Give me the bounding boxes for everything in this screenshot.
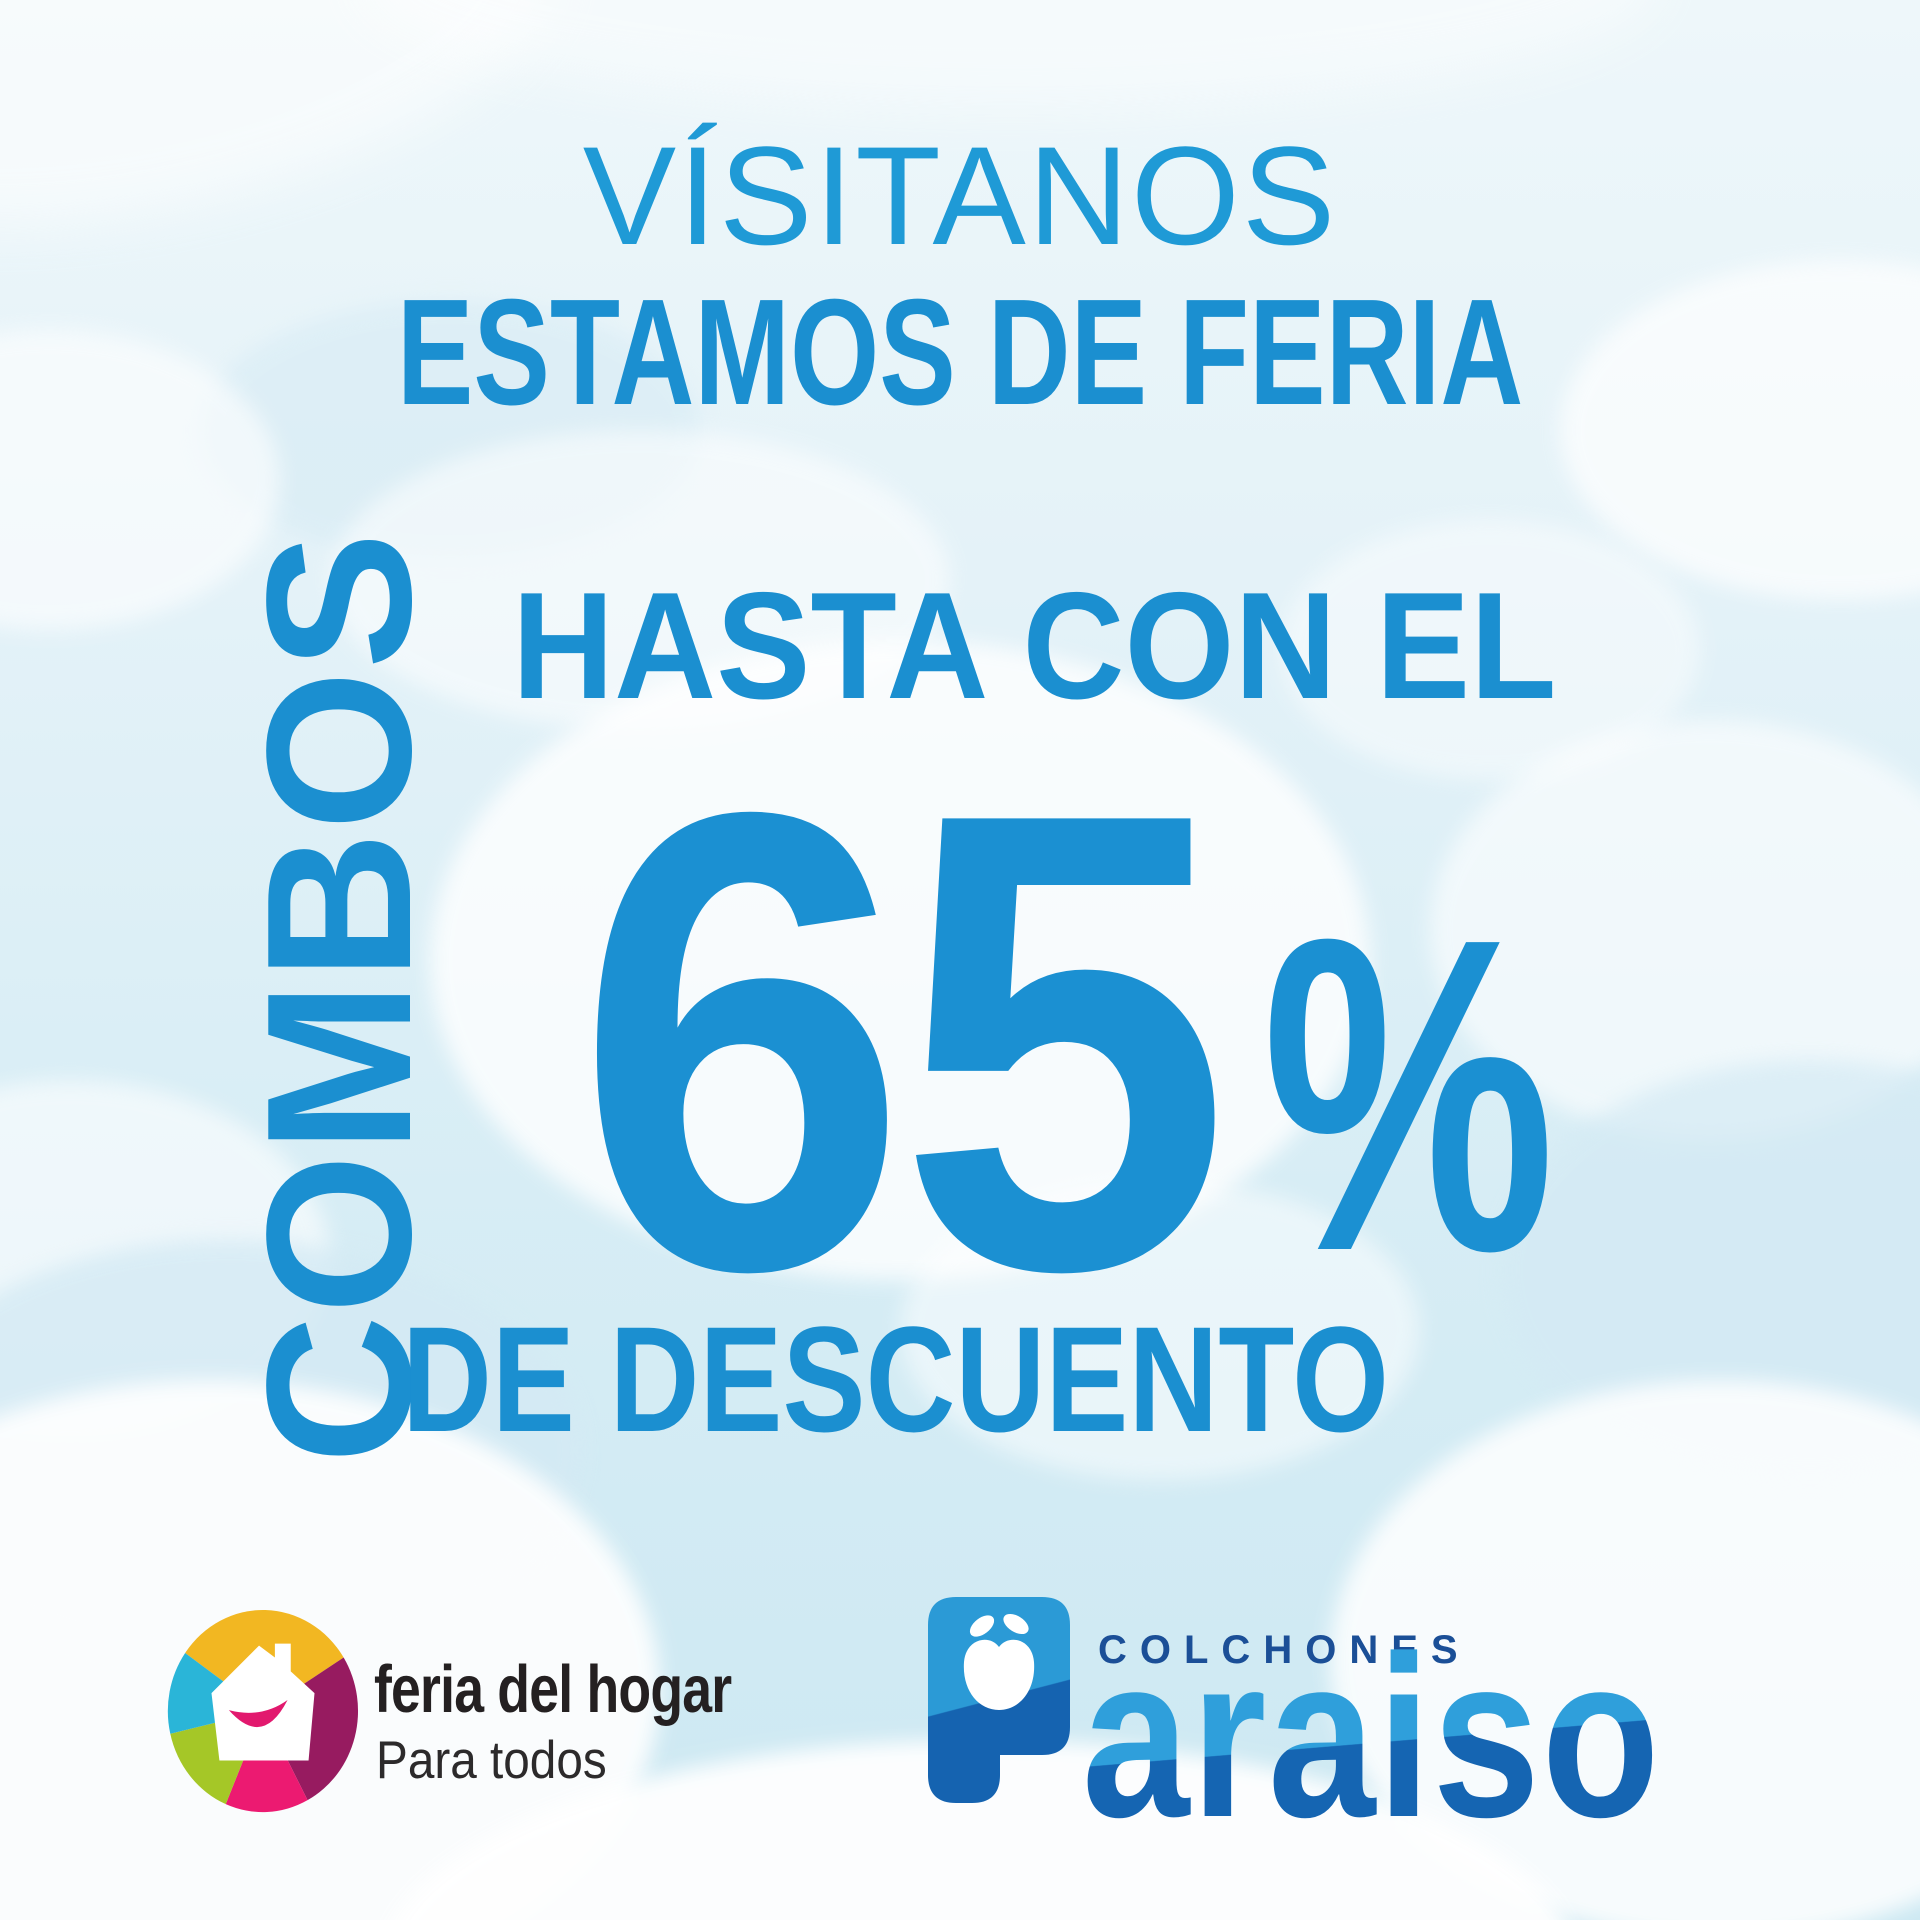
feria-del-hogar-tagline: Para todos — [376, 1731, 607, 1790]
headline-visit: VÍSITANOS — [582, 117, 1338, 274]
offer-discount-number: 65 — [575, 678, 1231, 1406]
offer-combos-vertical: COMBOS — [224, 531, 454, 1464]
paraiso-category-label: COLCHONES — [1098, 1630, 1471, 1670]
smile-shape — [228, 1700, 288, 1727]
apple-leaf — [1003, 1613, 1029, 1635]
headline-fair: ESTAMOS DE FERIA — [0, 276, 1920, 427]
feria-del-hogar-icon — [167, 1609, 359, 1813]
apple-leaf — [969, 1615, 995, 1637]
offer-upto-line: HASTA CON EL — [512, 561, 1557, 731]
feria-del-hogar-name: feria del hogar — [374, 1652, 732, 1727]
apple-icon — [963, 1639, 1035, 1710]
house-icon — [211, 1643, 315, 1761]
offer-percent-sign: % — [1262, 845, 1556, 1344]
paraiso-brand-wordmark: araiso — [1082, 1608, 1662, 1865]
cloud-shape — [900, 1180, 1420, 1480]
headline-fair-text: ESTAMOS DE FERIA — [396, 267, 1524, 436]
cloud-shape — [360, 0, 1660, 110]
paraiso-p-apple-icon — [928, 1597, 1070, 1803]
offer-discount-label: DE DESCUENTO — [402, 1295, 1389, 1463]
cloud-shape — [430, 640, 1370, 1280]
